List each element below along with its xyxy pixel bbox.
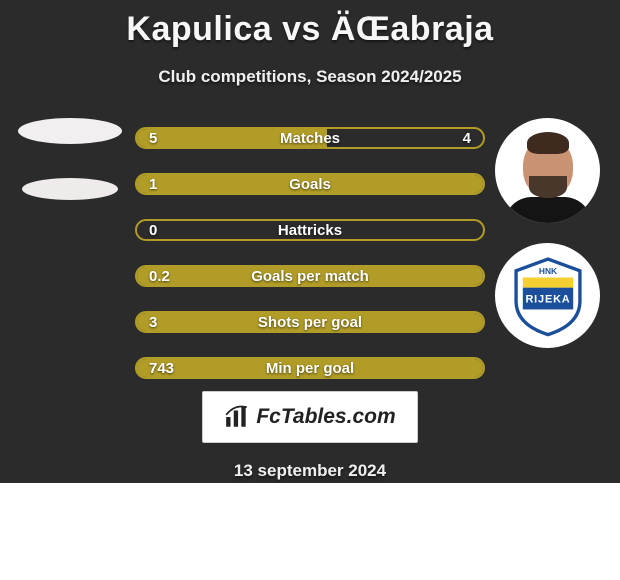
player2-hair: [527, 132, 569, 154]
stat-label: Hattricks: [278, 222, 342, 239]
fctables-logo: FcTables.com: [202, 391, 418, 443]
comparison-card: Kapulica vs ÄŒabraja Club competitions, …: [0, 0, 620, 483]
stat-left-value: 743: [149, 360, 174, 377]
player2-head: [523, 138, 573, 196]
badge-top-label: HNK: [538, 266, 556, 276]
stat-row: 3 Shots per goal: [135, 311, 485, 333]
team2-badge: HNK RIJEKA: [495, 243, 600, 348]
stat-right-value: 4: [463, 130, 471, 147]
rijeka-badge-icon: HNK RIJEKA: [506, 254, 590, 338]
stat-left-value: 0: [149, 222, 157, 239]
left-avatar-column: [18, 118, 122, 200]
badge-label: RIJEKA: [525, 293, 570, 305]
stat-left-value: 0.2: [149, 268, 170, 285]
bars-icon: [224, 404, 250, 430]
logo-text: FcTables.com: [256, 405, 395, 429]
stat-label: Goals per match: [251, 268, 369, 285]
stat-label: Goals: [289, 176, 331, 193]
right-avatar-column: HNK RIJEKA: [495, 118, 600, 348]
stat-left-value: 3: [149, 314, 157, 331]
stat-row: 5 Matches 4: [135, 127, 485, 149]
player2-beard: [529, 176, 567, 198]
stat-row: 743 Min per goal: [135, 357, 485, 379]
stat-label: Shots per goal: [258, 314, 362, 331]
stat-row: 0 Hattricks: [135, 219, 485, 241]
stat-label: Matches: [280, 130, 340, 147]
team1-ellipse: [22, 178, 118, 200]
stat-row: 1 Goals: [135, 173, 485, 195]
stat-left-value: 1: [149, 176, 157, 193]
date-text: 13 september 2024: [0, 461, 620, 481]
player2-shoulders: [504, 197, 592, 223]
player1-ellipse: [18, 118, 122, 144]
stat-left-value: 5: [149, 130, 157, 147]
page-title: Kapulica vs ÄŒabraja: [0, 0, 620, 49]
stat-label: Min per goal: [266, 360, 354, 377]
stat-row: 0.2 Goals per match: [135, 265, 485, 287]
subtitle: Club competitions, Season 2024/2025: [0, 67, 620, 87]
player2-avatar: [495, 118, 600, 223]
